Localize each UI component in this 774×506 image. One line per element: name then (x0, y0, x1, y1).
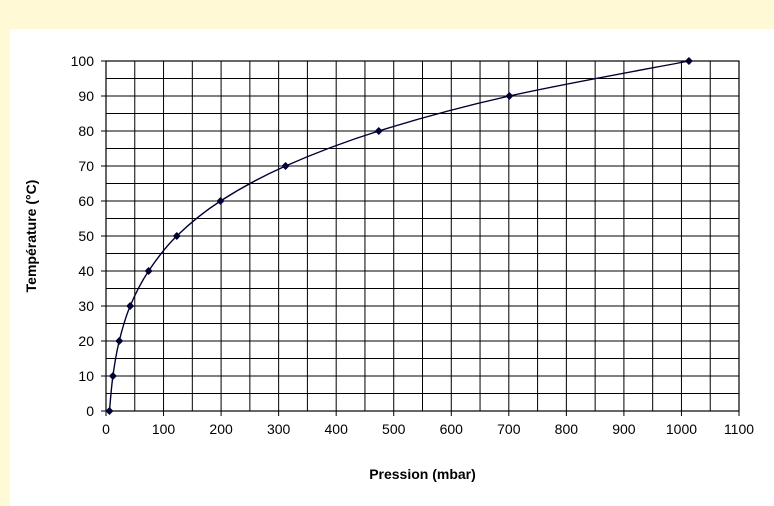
data-point-marker (684, 57, 693, 65)
x-tick-label: 600 (440, 421, 464, 437)
data-point-marker (505, 92, 514, 100)
x-tick-label: 800 (555, 421, 579, 437)
x-tick-label: 0 (102, 421, 110, 437)
x-tick-label: 500 (382, 421, 406, 437)
y-tick-label: 80 (78, 123, 94, 139)
data-point-marker (281, 162, 290, 170)
data-point-marker (172, 232, 181, 240)
x-tick-label: 1100 (724, 421, 754, 437)
y-tick-label: 70 (78, 158, 94, 174)
x-tick-label: 400 (325, 421, 349, 437)
x-tick-label: 100 (152, 421, 176, 437)
x-tick-label: 900 (612, 421, 636, 437)
data-point-marker (126, 302, 135, 310)
y-tick-label: 10 (78, 368, 94, 384)
y-tick-label: 90 (78, 88, 94, 104)
data-point-marker (115, 337, 124, 345)
y-tick-label: 20 (78, 333, 94, 349)
y-tick-labels: 0 10 20 30 40 50 60 70 80 90 100 (71, 53, 106, 419)
x-tick-label: 700 (497, 421, 521, 437)
data-point-marker (216, 197, 225, 205)
data-point-marker (374, 127, 383, 135)
grid-layer (105, 60, 740, 412)
x-axis-title: Pression (mbar) (369, 466, 476, 482)
chart-frame: 0 10 20 30 40 50 60 70 80 90 100 0 100 200 300 400 500 6… (10, 29, 774, 506)
chart-svg: 0 10 20 30 40 50 60 70 80 90 100 0 100 200 300 400 500 6… (23, 53, 754, 482)
y-tick-label: 40 (78, 263, 94, 279)
y-tick-label: 100 (71, 53, 95, 69)
y-tick-label: 50 (78, 228, 94, 244)
data-point-marker (105, 407, 114, 415)
y-tick-label: 60 (78, 193, 94, 209)
series-layer (105, 57, 693, 415)
x-tick-labels: 0 100 200 300 400 500 600 700 800 900 1000 1100 (102, 411, 754, 437)
x-tick-label: 200 (209, 421, 233, 437)
y-tick-label: 0 (86, 403, 94, 419)
x-tick-label: 1000 (666, 421, 697, 437)
data-point-marker (144, 267, 153, 275)
x-tick-label: 300 (267, 421, 291, 437)
data-point-marker (108, 372, 117, 380)
y-tick-label: 30 (78, 298, 94, 314)
y-axis-title: Température (°C) (23, 180, 39, 293)
